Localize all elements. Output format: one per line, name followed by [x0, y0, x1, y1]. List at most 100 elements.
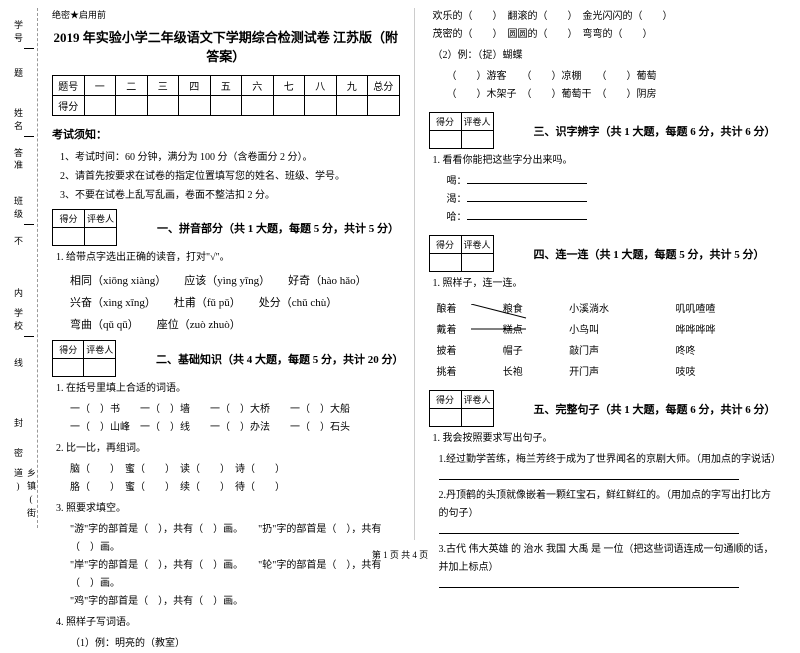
pinyin-item: 座位（zuò zhuò） — [157, 316, 241, 332]
blank-line[interactable] — [467, 210, 587, 220]
match-item: 挑着 — [431, 361, 495, 380]
score-cell: 题号 — [53, 76, 85, 96]
paper-title: 2019 年实验小学二年级语文下学期综合检测试卷 江苏版（附答案） — [52, 27, 400, 65]
question-text: 1. 照样子，连一连。 — [433, 276, 777, 292]
score-value-row: 得分 — [53, 96, 400, 116]
section-title: 三、识字辨字（共 1 大题，每题 6 分，共计 6 分） — [534, 123, 776, 139]
blank-line[interactable] — [467, 174, 587, 184]
question-text: 1. 给带点字选出正确的读音，打对"√"。 — [56, 250, 400, 266]
pinyin-row: 兴奋（xìng xīng） 杜甫（fǔ pǔ） 处分（chǔ chù） — [70, 294, 400, 310]
sidebar-char: 密 — [12, 448, 25, 461]
score-cell: 六 — [242, 76, 274, 96]
question-text: 1. 看看你能把这些字分出来吗。 — [433, 153, 777, 169]
char-line: 喝： — [447, 173, 777, 191]
match-item: 长袍 — [497, 361, 561, 380]
fill-row: （ ）木架子 （ ）葡萄干 （ ）阴房 — [447, 86, 777, 104]
sidebar-line — [24, 136, 34, 137]
pinyin-item: 杜甫（fǔ pǔ） — [174, 294, 241, 310]
blank-line[interactable] — [439, 524, 739, 534]
score-cell: 二 — [116, 76, 148, 96]
pinyin-item: 好奇（hào hǎo） — [288, 272, 367, 288]
sidebar-char: 封 — [12, 418, 25, 431]
right-column: 欢乐的（ ） 翻滚的（ ） 金光闪闪的（ ） 茂密的（ ） 圆圆的（ ） 弯弯的… — [415, 8, 791, 540]
notice-item: 3、不要在试卷上乱写乱画，卷面不整洁扣 2 分。 — [60, 186, 400, 201]
pinyin-item: 处分（chǔ chù） — [259, 294, 338, 310]
blank-line[interactable] — [439, 470, 739, 480]
match-item: 戴着 — [431, 319, 495, 338]
notice-item: 2、请首先按要求在试卷的指定位置填写您的姓名、班级、学号。 — [60, 167, 400, 182]
score-cell: 七 — [273, 76, 305, 96]
score-cell: 一 — [84, 76, 116, 96]
fill-row: （ ）游客 （ ）凉棚 （ ）葡萄 — [447, 68, 777, 86]
match-item: 小溪淌水 — [563, 298, 667, 317]
sidebar-label: 学校 — [12, 308, 25, 334]
fill-row: 一（ ）书 一（ ）墙 一（ ）大桥 一（ ）大船 — [70, 401, 400, 419]
example-text: （2）例：（捉）蝴蝶 — [433, 48, 777, 64]
char-line: 渴： — [447, 191, 777, 209]
sentence-item: 1.经过勤学苦练，梅兰芳终于成为了世界闻名的京剧大师。（用加点的字说话） — [439, 451, 777, 469]
sidebar-line — [24, 224, 34, 225]
section-header: 得分评卷人 二、基础知识（共 4 大题，每题 5 分，共计 20 分） — [52, 340, 400, 377]
page-footer: 第 1 页 共 4 页 — [0, 548, 800, 561]
question-text: 1. 在括号里填上合适的词语。 — [56, 381, 400, 397]
match-item: 吱吱 — [670, 361, 774, 380]
section-title: 五、完整句子（共 1 大题，每题 6 分，共计 6 分） — [534, 401, 776, 417]
section-header: 得分评卷人 五、完整句子（共 1 大题，每题 6 分，共计 6 分） — [429, 390, 777, 427]
score-table: 题号 一 二 三 四 五 六 七 八 九 总分 得分 — [52, 75, 400, 116]
mini-score-table: 得分评卷人 — [429, 112, 494, 149]
sidebar-line — [24, 336, 34, 337]
section-title: 二、基础知识（共 4 大题，每题 5 分，共计 20 分） — [156, 351, 400, 367]
sidebar-char: 线 — [12, 358, 25, 371]
score-cell: 九 — [336, 76, 368, 96]
sidebar-label: 姓名 — [12, 108, 25, 134]
binding-sidebar: 学号 题 姓名 答 准 班级 不 内 学校 线 封 乡镇(街道) 密 — [10, 8, 38, 528]
mini-score-table: 得分评卷人 — [52, 209, 117, 246]
question-text: 4. 照样子写词语。 — [56, 615, 400, 631]
sidebar-label: 乡镇(街道) — [12, 468, 38, 528]
section-header: 得分评卷人 四、连一连（共 1 大题，每题 5 分，共计 5 分） — [429, 235, 777, 272]
match-row: 戴着 糕点 小鸟叫 哗哗哗哗 — [431, 319, 775, 338]
score-cell: 五 — [210, 76, 242, 96]
fill-row: （1）例：明亮的（教室） — [70, 635, 400, 653]
notice-item: 1、考试时间：60 分钟，满分为 100 分（含卷面分 2 分）。 — [60, 148, 400, 163]
section-title: 四、连一连（共 1 大题，每题 5 分，共计 5 分） — [534, 246, 765, 262]
char-line: 哈： — [447, 209, 777, 227]
section-header: 得分评卷人 一、拼音部分（共 1 大题，每题 5 分，共计 5 分） — [52, 209, 400, 246]
score-header-row: 题号 一 二 三 四 五 六 七 八 九 总分 — [53, 76, 400, 96]
page: 学号 题 姓名 答 准 班级 不 内 学校 线 封 乡镇(街道) 密 绝密★启用… — [0, 0, 800, 540]
score-cell: 得分 — [53, 96, 85, 116]
question-text: 2. 比一比，再组词。 — [56, 441, 400, 457]
score-cell: 四 — [179, 76, 211, 96]
sidebar-char: 准 — [12, 160, 25, 173]
pinyin-item: 应该（yìng yīng） — [184, 272, 270, 288]
match-row: 挑着 长袍 开门声 吱吱 — [431, 361, 775, 380]
sidebar-label: 学号 — [12, 20, 25, 46]
question-text: 1. 我会按照要求写出句子。 — [433, 431, 777, 447]
question-text: 3. 照要求填空。 — [56, 501, 400, 517]
match-item: 酿着 — [431, 298, 495, 317]
fill-row: "鸡"字的部首是（ ），共有（ ）画。 — [70, 593, 400, 611]
score-cell: 总分 — [368, 76, 400, 96]
sidebar-char: 题 — [12, 68, 25, 81]
mini-score-table: 得分评卷人 — [52, 340, 116, 377]
left-column: 绝密★启用前 2019 年实验小学二年级语文下学期综合检测试卷 江苏版（附答案）… — [38, 8, 415, 540]
section-title: 一、拼音部分（共 1 大题，每题 5 分，共计 5 分） — [157, 220, 399, 236]
notice-title: 考试须知： — [52, 126, 400, 142]
match-connector — [471, 325, 531, 345]
match-row: 酿着 粮食 小溪淌水 叽叽喳喳 — [431, 298, 775, 317]
pinyin-item: 弯曲（qǔ qū） — [70, 316, 139, 332]
fill-row: 欢乐的（ ） 翻滚的（ ） 金光闪闪的（ ） — [433, 8, 777, 26]
score-cell: 八 — [305, 76, 337, 96]
match-item: 敲门声 — [563, 340, 667, 359]
blank-line[interactable] — [439, 578, 739, 588]
fill-row: "岸"字的部首是（ ），共有（ ）画。 "轮"字的部首是（ ），共有（ ）画。 — [70, 557, 400, 593]
pinyin-row: 相同（xiōng xiàng） 应该（yìng yīng） 好奇（hào hǎo… — [70, 272, 400, 288]
match-item: 咚咚 — [670, 340, 774, 359]
fill-row: 胳（ ） 蜜（ ） 续（ ） 待（ ） — [70, 479, 400, 497]
match-table: 酿着 粮食 小溪淌水 叽叽喳喳 戴着 糕点 小鸟叫 哗哗哗哗 披着 帽子 敲门声… — [429, 296, 777, 382]
score-cell: 三 — [147, 76, 179, 96]
blank-line[interactable] — [467, 192, 587, 202]
match-item: 开门声 — [563, 361, 667, 380]
section-header: 得分评卷人 三、识字辨字（共 1 大题，每题 6 分，共计 6 分） — [429, 112, 777, 149]
pinyin-item: 兴奋（xìng xīng） — [70, 294, 156, 310]
